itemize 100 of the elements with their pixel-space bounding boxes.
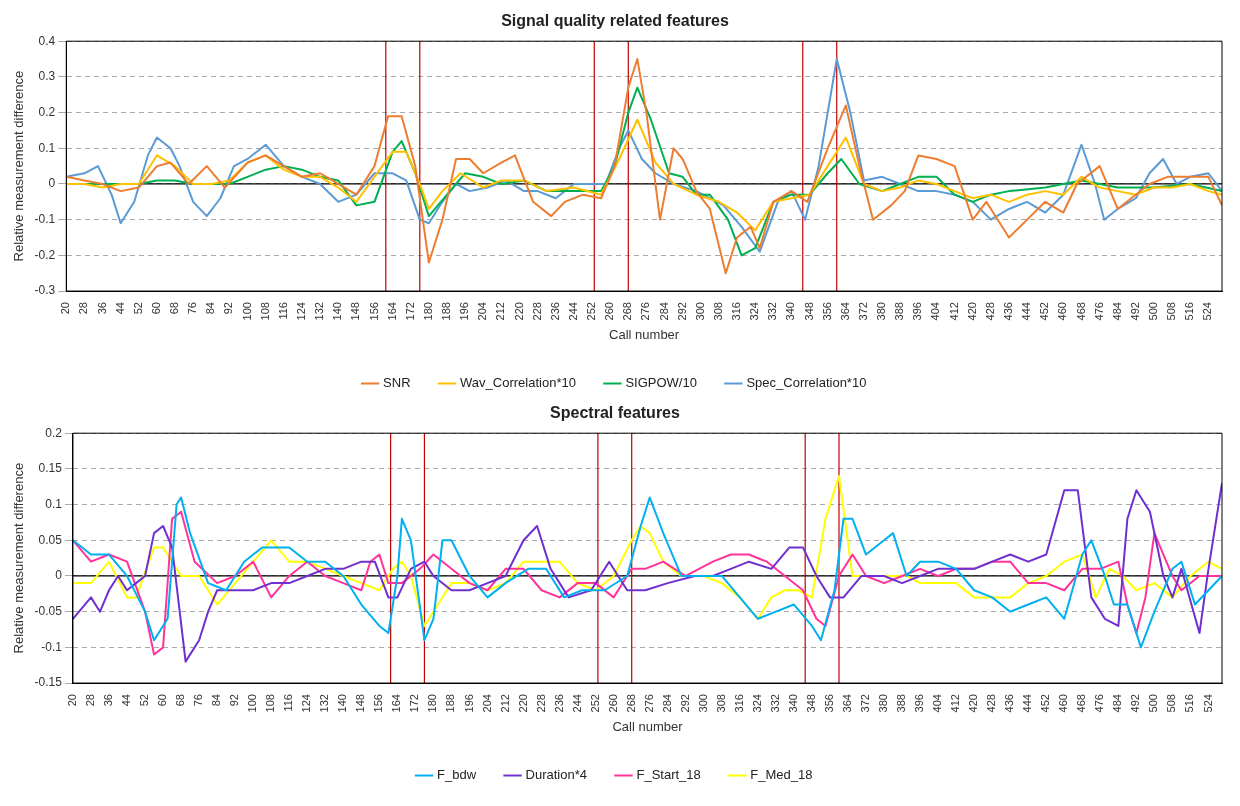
- x-tick-label: 60: [156, 694, 169, 707]
- x-tick-label: 148: [354, 694, 367, 713]
- x-tick-label: 420: [967, 694, 980, 713]
- x-tick-label: 276: [639, 302, 652, 321]
- x-tick-label: 308: [714, 694, 727, 713]
- x-tick-label: 100: [240, 302, 253, 321]
- x-axis-title: Call number: [612, 718, 684, 734]
- x-tick-label: 436: [1003, 694, 1016, 713]
- x-tick-label: 292: [675, 302, 688, 321]
- x-tick-label: 364: [841, 694, 854, 713]
- legend-label: Spec_Correlation*10: [746, 375, 867, 391]
- x-tick-label: 292: [678, 694, 691, 713]
- x-tick-label: 444: [1021, 694, 1034, 713]
- x-tick-label: 468: [1075, 694, 1088, 713]
- x-tick-label: 244: [566, 302, 579, 321]
- x-tick-label: 412: [949, 694, 962, 713]
- x-tick-label: 380: [875, 302, 888, 321]
- x-tick-label: 356: [820, 302, 833, 321]
- x-tick-label: 260: [603, 302, 616, 321]
- y-tick-label: 0: [48, 176, 56, 191]
- x-tick-label: 188: [444, 694, 457, 713]
- x-tick-label: 204: [476, 302, 489, 321]
- x-tick-label: 68: [168, 302, 181, 315]
- x-tick-label: 156: [367, 302, 380, 321]
- legend-label: SIGPOW/10: [625, 375, 697, 391]
- x-tick-label: 476: [1093, 694, 1106, 713]
- x-tick-label: 476: [1092, 302, 1105, 321]
- x-tick-label: 244: [570, 694, 583, 713]
- y-tick-label: 0.2: [45, 425, 63, 440]
- x-tick-label: 68: [174, 694, 187, 707]
- y-tick-label: 0.05: [38, 532, 63, 547]
- x-tick-label: 212: [494, 302, 507, 321]
- x-tick-label: 76: [192, 694, 205, 707]
- x-tick-label: 28: [77, 302, 90, 315]
- x-tick-label: 100: [246, 694, 259, 713]
- x-tick-label: 196: [458, 302, 471, 321]
- x-tick-label: 36: [95, 302, 108, 315]
- x-tick-label: 428: [985, 694, 998, 713]
- x-tick-label: 252: [588, 694, 601, 713]
- x-tick-label: 372: [859, 694, 872, 713]
- x-tick-label: 204: [480, 694, 493, 713]
- x-tick-label: 324: [748, 302, 761, 321]
- y-tick-label: -0.1: [34, 211, 56, 226]
- x-tick-label: 516: [1183, 302, 1196, 321]
- x-tick-label: 236: [548, 302, 561, 321]
- x-tick-label: 380: [877, 694, 890, 713]
- x-tick-label: 428: [983, 302, 996, 321]
- x-tick-label: 276: [642, 694, 655, 713]
- legend-label: F_Med_18: [750, 767, 813, 783]
- x-tick-label: 444: [1020, 302, 1033, 321]
- x-tick-label: 124: [300, 694, 313, 713]
- x-tick-label: 300: [696, 694, 709, 713]
- x-tick-label: 92: [222, 302, 235, 315]
- x-tick-label: 340: [786, 694, 799, 713]
- x-tick-label: 396: [911, 302, 924, 321]
- x-tick-label: 516: [1183, 694, 1196, 713]
- x-tick-label: 340: [784, 302, 797, 321]
- x-tick-label: 148: [349, 302, 362, 321]
- x-tick-label: 220: [516, 694, 529, 713]
- x-tick-label: 260: [606, 694, 619, 713]
- y-tick-label: 0.15: [38, 461, 63, 476]
- x-tick-label: 140: [331, 302, 344, 321]
- y-tick-label: 0.4: [38, 33, 56, 48]
- y-tick-label: 0.1: [38, 140, 56, 155]
- x-tick-label: 508: [1165, 302, 1178, 321]
- x-tick-label: 404: [931, 694, 944, 713]
- x-tick-label: 436: [1002, 302, 1015, 321]
- x-tick-label: 524: [1201, 302, 1214, 321]
- x-tick-label: 460: [1057, 694, 1070, 713]
- x-tick-label: 452: [1039, 694, 1052, 713]
- x-tick-label: 220: [512, 302, 525, 321]
- x-tick-label: 180: [421, 302, 434, 321]
- x-tick-label: 388: [895, 694, 908, 713]
- chart-title: Spectral features: [550, 404, 681, 422]
- x-tick-label: 52: [138, 694, 151, 707]
- x-tick-label: 300: [693, 302, 706, 321]
- x-tick-label: 164: [390, 694, 403, 713]
- x-tick-label: 156: [372, 694, 385, 713]
- x-tick-label: 172: [408, 694, 421, 713]
- x-tick-label: 132: [318, 694, 331, 713]
- legend-label: SNR: [383, 375, 411, 391]
- x-tick-label: 492: [1128, 302, 1141, 321]
- x-tick-label: 348: [802, 302, 815, 321]
- legend-label: F_bdw: [437, 767, 477, 783]
- x-tick-label: 188: [440, 302, 453, 321]
- y-tick-label: -0.05: [34, 603, 63, 618]
- x-tick-label: 388: [893, 302, 906, 321]
- x-tick-label: 44: [120, 694, 133, 707]
- x-tick-label: 108: [264, 694, 277, 713]
- x-tick-label: 124: [294, 302, 307, 321]
- x-tick-label: 252: [585, 302, 598, 321]
- x-tick-label: 228: [534, 694, 547, 713]
- x-tick-label: 196: [462, 694, 475, 713]
- x-tick-label: 268: [624, 694, 637, 713]
- legend-label: F_Start_18: [636, 767, 701, 783]
- x-tick-label: 84: [210, 694, 223, 707]
- x-tick-label: 484: [1111, 694, 1124, 713]
- chart-title: Signal quality related features: [501, 12, 729, 30]
- y-tick-label: 0.2: [38, 104, 56, 119]
- y-tick-label: 0.1: [45, 496, 63, 511]
